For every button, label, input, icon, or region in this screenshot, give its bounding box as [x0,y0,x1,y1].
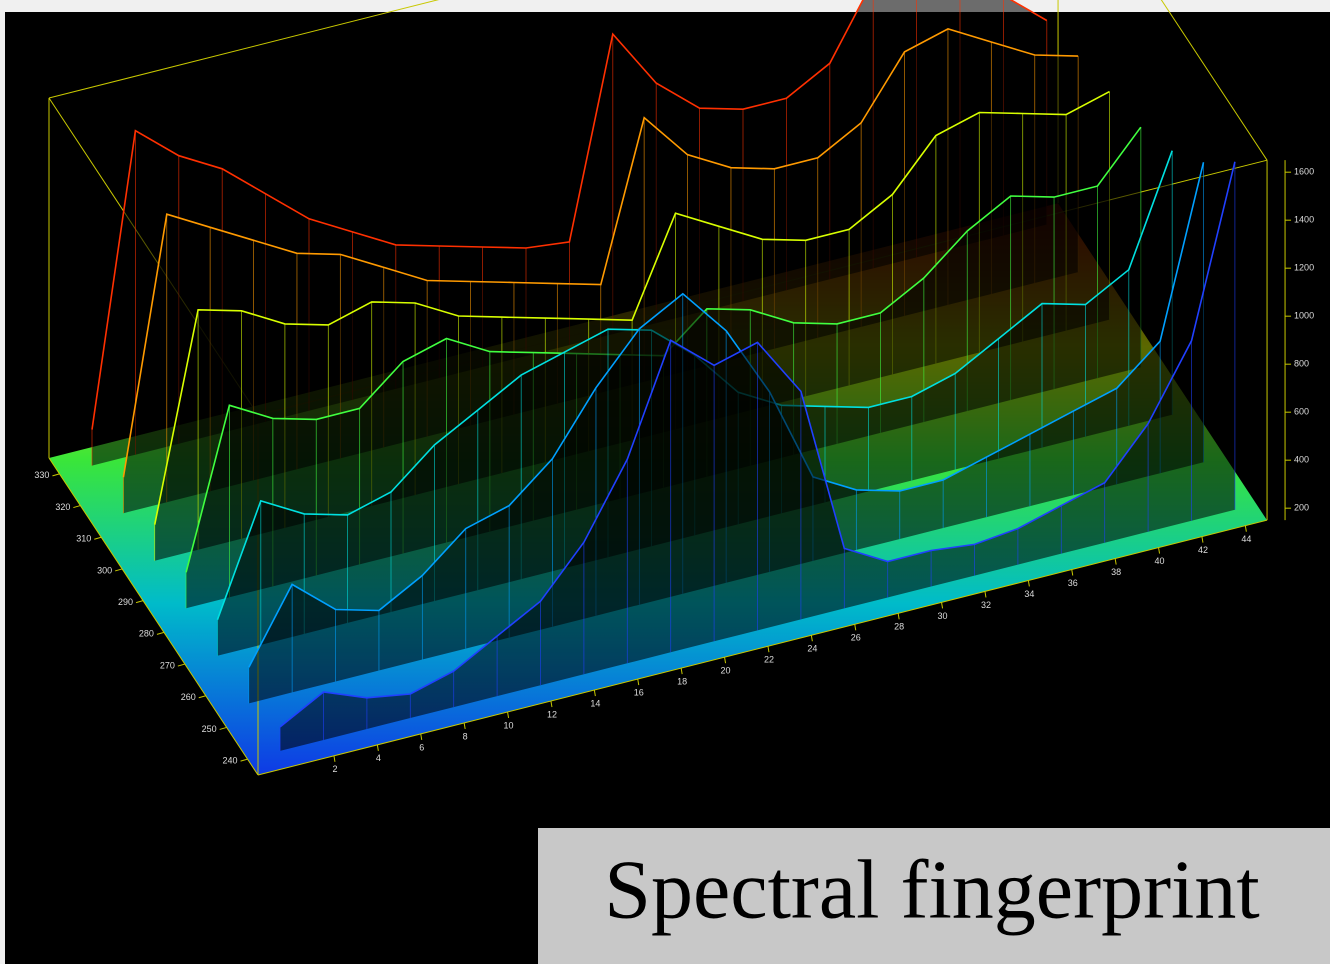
y-tick-label: 260 [181,692,196,702]
caption-box [538,828,1330,964]
y-tick-label: 300 [97,565,112,575]
box-edge [48,0,440,99]
surface-row [248,162,1205,668]
surface-row [153,90,1110,525]
x-tick [897,613,900,620]
z-tick-label: 800 [1294,359,1309,369]
x-tick-label: 10 [504,720,514,730]
x-tick-label: 16 [634,687,644,697]
x-tick [507,711,510,719]
y-tick [94,536,102,540]
x-tick [593,689,596,697]
y-tick [198,695,206,699]
y-tick [135,600,144,604]
y-tick-label: 280 [139,629,154,639]
y-tick-label: 240 [223,756,238,766]
y-tick-label: 270 [160,660,175,670]
x-tick-label: 38 [1111,567,1121,577]
x-tick [724,657,727,664]
x-tick [680,668,683,675]
z-tick-label: 400 [1294,455,1309,465]
y-tick [52,473,60,477]
x-tick [854,624,857,631]
x-tick [984,591,987,598]
x-tick-label: 42 [1198,545,1208,555]
x-tick [1158,547,1161,554]
y-tick [115,568,123,572]
x-tick-label: 24 [807,644,817,654]
y-tick-label: 320 [55,502,70,512]
surface-row [91,0,1048,430]
x-tick [376,744,379,751]
y-tick [240,758,248,762]
y-tick [73,505,81,509]
y-tick [219,726,227,730]
z-tick-label: 1600 [1294,167,1314,177]
x-tick [1114,558,1117,565]
x-tick-label: 2 [332,764,337,774]
x-tick [767,646,770,653]
x-tick-label: 40 [1155,556,1165,566]
x-tick [420,733,423,740]
x-tick [1201,536,1204,543]
z-tick-label: 1200 [1294,263,1314,273]
x-tick-label: 30 [938,611,948,621]
x-tick-label: 26 [851,633,861,643]
surface-row [122,28,1079,478]
surface-row [279,161,1236,728]
x-tick-label: 20 [721,666,731,676]
y-tick-label: 250 [202,724,217,734]
x-tick-label: 14 [590,698,600,708]
box-edge [1160,0,1268,161]
x-tick [1071,569,1074,576]
x-tick [810,635,813,642]
x-tick-label: 22 [764,655,774,665]
x-tick [463,722,466,730]
x-tick-label: 18 [677,677,687,687]
y-tick [177,663,185,667]
plot-area: 2468101214161820222426283032343638404244… [34,0,1314,776]
z-tick-label: 1000 [1294,311,1314,321]
y-tick [156,631,165,635]
z-tick-label: 600 [1294,407,1309,417]
x-tick [333,755,336,762]
x-tick-label: 4 [376,753,381,763]
box-edge [48,457,259,776]
x-tick-label: 6 [419,742,424,752]
caption: Spectral fingerprint [604,843,1259,936]
x-tick-label: 32 [981,600,991,610]
x-tick [941,602,944,609]
y-tick-label: 310 [76,534,91,544]
x-tick [1244,525,1247,532]
z-tick-label: 1400 [1294,215,1314,225]
y-tick-label: 290 [118,597,133,607]
x-tick-label: 8 [463,731,468,741]
x-tick-label: 12 [547,709,557,719]
x-tick-label: 34 [1024,589,1034,599]
box-edge [257,519,1268,776]
x-tick-label: 36 [1068,578,1078,588]
x-tick-label: 44 [1241,534,1251,544]
x-tick [1027,580,1030,587]
x-tick [637,679,640,686]
z-tick-label: 200 [1294,503,1309,513]
x-tick [550,700,553,708]
x-tick-label: 28 [894,622,904,632]
y-tick-label: 330 [34,470,49,480]
